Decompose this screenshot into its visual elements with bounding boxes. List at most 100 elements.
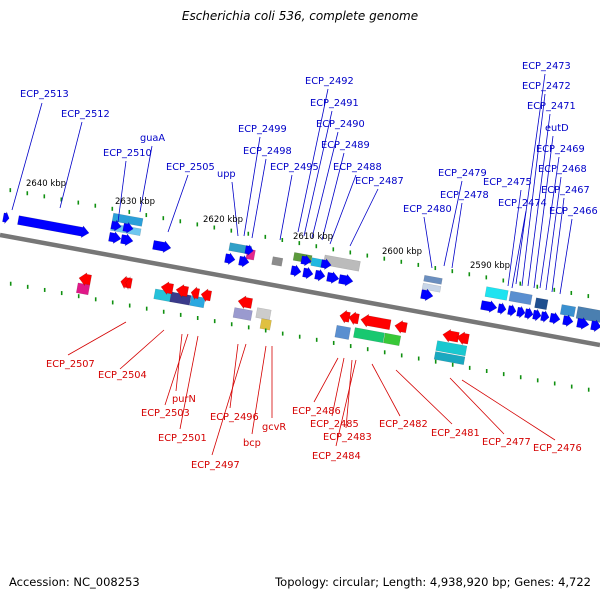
forward-gene — [290, 264, 302, 278]
reverse-gene — [190, 286, 201, 301]
feature-band-rect — [435, 340, 468, 357]
feature-band — [559, 304, 576, 318]
reverse-gene-shape — [125, 275, 133, 291]
forward-gene — [576, 317, 590, 330]
gene-label-upper: ECP_2479 — [438, 168, 487, 179]
feature-band — [271, 256, 284, 267]
gene-label-upper: upp — [217, 169, 236, 180]
leader-upper — [539, 156, 560, 289]
gene-label-lower: purN — [172, 394, 196, 405]
reverse-gene-shape — [394, 320, 408, 334]
leader-lower — [251, 345, 267, 435]
forward-gene — [152, 240, 172, 254]
forward-gene-shape — [420, 288, 434, 302]
feature-band — [423, 275, 443, 285]
leader-lower — [345, 359, 353, 429]
feature-band-rect — [383, 332, 402, 347]
forward-gene-shape — [314, 268, 326, 282]
gene-label-lower: ECP_2476 — [533, 443, 582, 454]
forward-gene-shape — [120, 233, 134, 247]
reverse-gene-shape — [190, 286, 201, 301]
leader-lower — [335, 359, 357, 447]
forward-gene — [314, 268, 326, 282]
leader-lower — [461, 379, 556, 441]
leader-upper — [533, 135, 554, 289]
feature-band-rect — [534, 297, 549, 310]
gene-label-lower: ECP_2497 — [191, 460, 240, 471]
leader-upper — [521, 93, 546, 287]
gene-label-lower: gcvR — [262, 422, 286, 433]
leader-upper — [443, 180, 463, 267]
forward-gene — [480, 300, 498, 313]
leader-upper — [349, 188, 379, 247]
forward-gene-shape — [497, 302, 507, 316]
forward-gene-shape — [320, 258, 332, 270]
reverse-gene-shape — [175, 284, 189, 298]
gene-label-lower: ECP_2504 — [98, 370, 147, 381]
leader-lower — [229, 343, 239, 409]
gene-label-upper: ECP_2475 — [483, 177, 532, 188]
gene-label-upper: guaA — [140, 133, 165, 144]
topology-text: Topology: circular; Length: 4,938,920 bp… — [275, 575, 591, 589]
leader-upper — [423, 216, 433, 269]
gene-label-lower: ECP_2477 — [482, 437, 531, 448]
leader-upper — [321, 152, 345, 241]
gene-features — [0, 211, 600, 348]
gene-label-upper: ECP_2480 — [403, 204, 452, 215]
feature-band — [189, 295, 206, 309]
scale-label: 2590 kbp — [470, 261, 510, 271]
forward-gene-shape — [290, 264, 302, 278]
forward-gene — [420, 288, 434, 302]
feature-band-rect — [259, 318, 272, 331]
reverse-gene — [160, 281, 174, 296]
leader-upper — [251, 158, 267, 239]
gene-label-lower: bcp — [243, 438, 261, 449]
leader-lower — [211, 343, 247, 456]
feature-band-rect — [353, 327, 385, 344]
forward-gene-shape — [302, 266, 314, 280]
reverse-gene — [360, 313, 392, 330]
feature-band — [334, 325, 351, 340]
leader-upper — [507, 189, 522, 287]
gene-label-upper: ECP_2499 — [238, 124, 287, 135]
feature-band-rect — [484, 286, 509, 301]
reverse-gene — [348, 311, 360, 326]
reverse-gene-shape — [339, 309, 351, 324]
forward-gene — [562, 314, 574, 328]
forward-gene — [244, 244, 254, 256]
gene-label-upper: ECP_2513 — [20, 89, 69, 100]
forward-gene-shape — [2, 211, 10, 225]
forward-gene — [224, 252, 236, 266]
gene-label-upper: ECP_2471 — [527, 101, 576, 112]
forward-gene-shape — [516, 305, 526, 319]
leader-upper — [167, 174, 189, 233]
gene-label-upper: ECP_2472 — [522, 81, 571, 92]
leader-upper — [303, 110, 333, 237]
forward-gene-shape — [540, 310, 550, 323]
leader-upper — [551, 197, 565, 293]
reverse-gene-shape — [200, 288, 213, 303]
forward-gene — [338, 273, 354, 287]
leader-lower — [331, 357, 345, 417]
forward-gene-shape — [108, 231, 122, 244]
leader-upper — [279, 174, 293, 241]
forward-gene — [300, 254, 312, 267]
forward-gene — [302, 266, 314, 280]
feature-band-rect — [334, 325, 351, 340]
feature-band — [435, 340, 468, 357]
feature-band — [534, 297, 549, 310]
forward-gene-shape — [532, 308, 542, 322]
forward-gene — [238, 254, 250, 268]
gene-label-lower: ECP_2481 — [431, 428, 480, 439]
reverse-gene-shape — [348, 311, 360, 326]
reverse-gene — [175, 284, 189, 298]
forward-gene — [590, 319, 600, 333]
reverse-gene-shape — [160, 281, 174, 296]
scale-label: 2600 kbp — [382, 247, 422, 257]
forward-gene-shape — [524, 307, 534, 320]
gene-label-upper: ECP_2489 — [321, 140, 370, 151]
gene-label-upper: ECP_2478 — [440, 190, 489, 201]
leader-lower — [119, 329, 165, 370]
gene-label-upper: ECP_2512 — [61, 109, 110, 120]
